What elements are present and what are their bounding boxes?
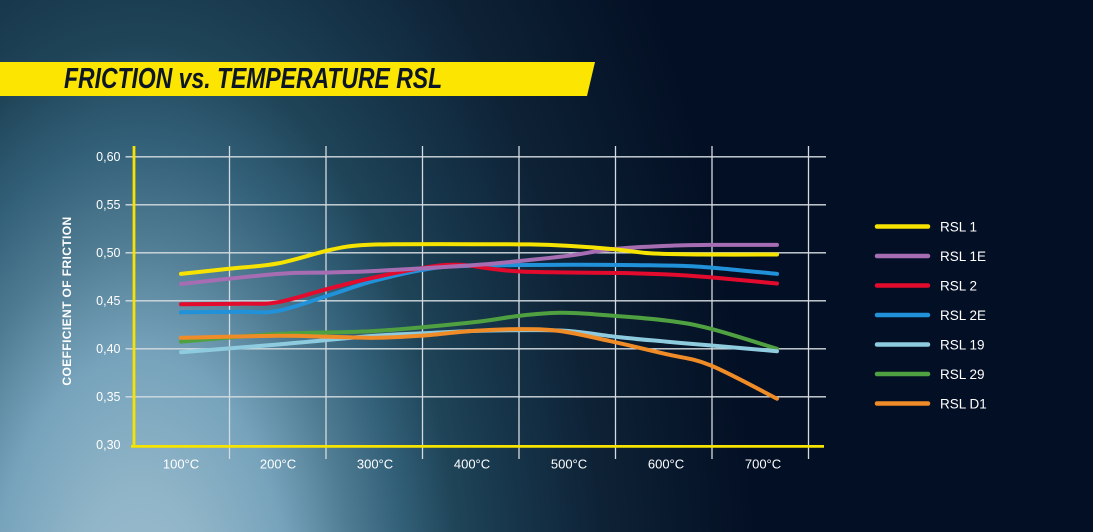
svg-text:RSL 2E: RSL 2E (940, 308, 986, 323)
svg-text:0,35: 0,35 (96, 390, 120, 404)
svg-text:0,55: 0,55 (96, 198, 120, 212)
svg-text:RSL D1: RSL D1 (940, 397, 987, 412)
svg-text:300°C: 300°C (357, 457, 393, 472)
svg-text:500°C: 500°C (551, 457, 587, 472)
svg-text:0,45: 0,45 (96, 294, 120, 308)
svg-text:RSL 1E: RSL 1E (940, 249, 986, 264)
svg-text:0,40: 0,40 (96, 342, 120, 356)
svg-text:100°C: 100°C (163, 457, 199, 472)
svg-text:RSL 2: RSL 2 (940, 279, 977, 294)
svg-text:700°C: 700°C (745, 457, 781, 472)
svg-text:RSL 1: RSL 1 (940, 220, 977, 235)
svg-text:0,60: 0,60 (96, 150, 120, 164)
svg-text:COEFFICIENT OF FRICTION: COEFFICIENT OF FRICTION (60, 216, 74, 385)
svg-text:0,50: 0,50 (96, 246, 120, 260)
svg-text:0,30: 0,30 (96, 438, 120, 452)
svg-text:RSL 29: RSL 29 (940, 367, 985, 382)
svg-text:RSL 19: RSL 19 (940, 338, 985, 353)
svg-text:400°C: 400°C (454, 457, 490, 472)
svg-text:600°C: 600°C (648, 457, 684, 472)
svg-text:200°C: 200°C (260, 457, 296, 472)
